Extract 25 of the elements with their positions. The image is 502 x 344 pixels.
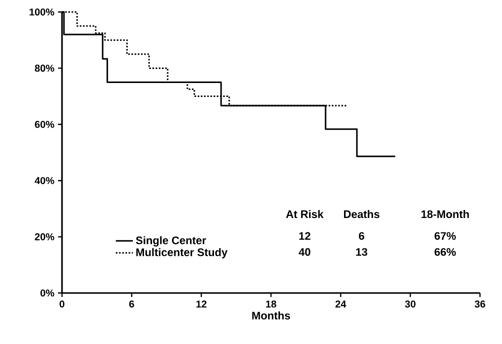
annotation: At Risk xyxy=(286,210,324,218)
annotation: 67% xyxy=(434,232,456,240)
x-tick-label: 18 xyxy=(266,300,276,308)
y-tick-label: 60% xyxy=(34,120,54,128)
x-tick-label: 6 xyxy=(129,300,134,308)
x-tick-label: 24 xyxy=(335,300,346,308)
annotation: 66% xyxy=(434,248,456,256)
y-tick-label: 40% xyxy=(34,177,54,184)
annotation: 13 xyxy=(356,248,368,256)
x-axis-title: Months xyxy=(252,311,290,320)
legend-label: Single Center xyxy=(136,236,206,246)
annotation: 40 xyxy=(298,248,310,256)
x-tick-label: 12 xyxy=(196,300,206,308)
x-tick-label: 30 xyxy=(405,300,416,308)
x-tick-label: 0 xyxy=(60,300,64,308)
x-tick-label: 36 xyxy=(474,300,486,308)
y-tick-label: 20% xyxy=(34,233,54,240)
y-tick-label: 0% xyxy=(40,289,54,297)
y-tick-label: 80% xyxy=(34,64,54,72)
y-tick-label: 100% xyxy=(30,8,54,16)
annotation: 18-Month xyxy=(422,210,469,218)
annotation: Deaths xyxy=(344,210,380,218)
annotation: 12 xyxy=(299,232,310,240)
legend-label: Multicenter Study xyxy=(136,248,228,258)
annotation: 6 xyxy=(358,232,364,240)
